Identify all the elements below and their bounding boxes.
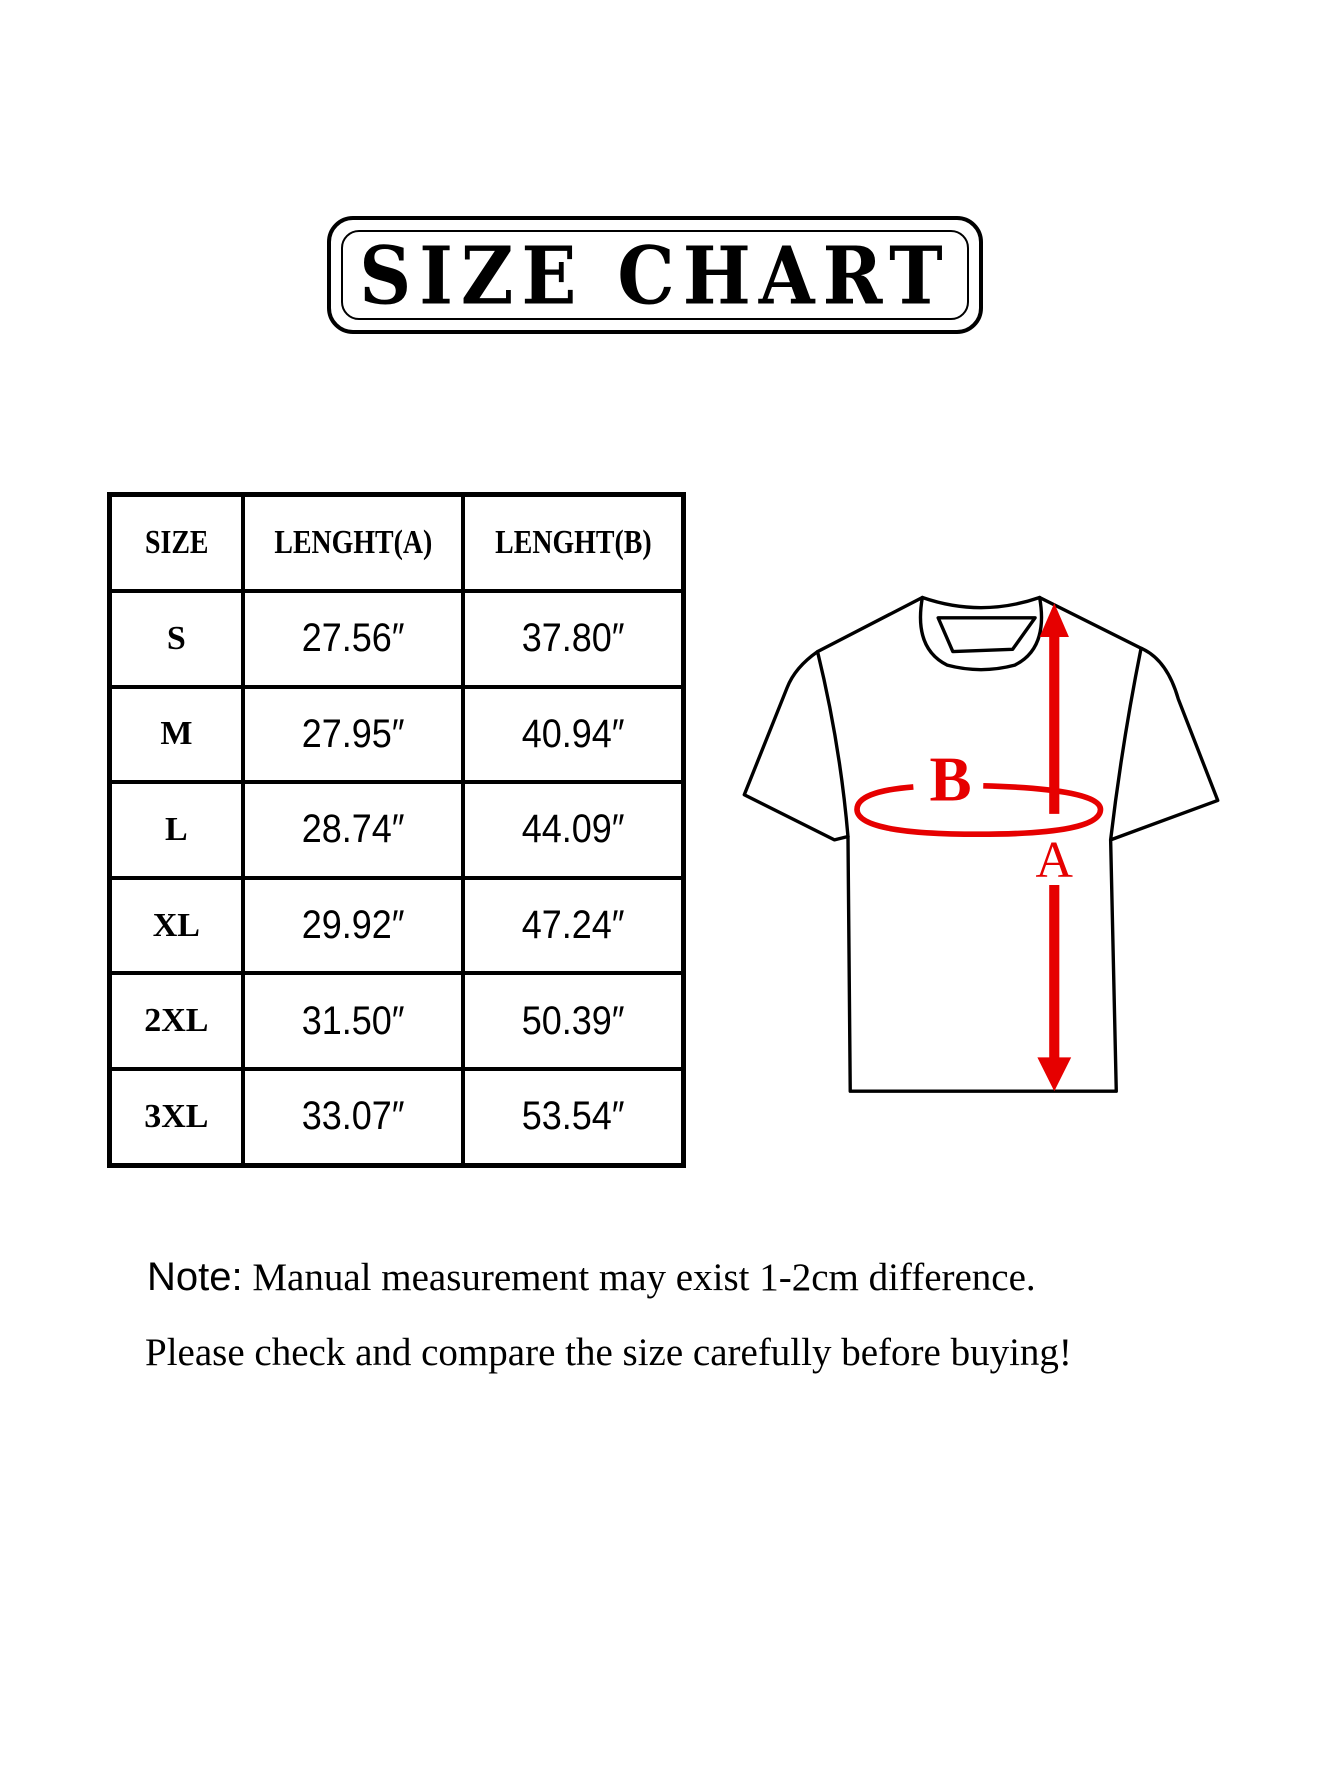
length-a-cell: 31.50″ <box>240 971 466 1071</box>
collar-outer <box>918 595 1044 672</box>
length-b-cell: 47.24″ <box>461 875 686 976</box>
note-label: Note: <box>147 1255 243 1299</box>
header-length-b-label: LENGHT(B) <box>494 524 652 561</box>
length-b-cell: 50.39″ <box>461 971 686 1071</box>
measurement-marks <box>854 603 1104 1092</box>
length-a-value: 31.50″ <box>301 998 405 1043</box>
tshirt-outline-icon <box>742 595 1220 1093</box>
length-a-value: 33.07″ <box>301 1094 405 1139</box>
label-a: A <box>1036 832 1074 889</box>
length-b-cell: 44.09″ <box>461 780 686 880</box>
length-a-value: 29.92″ <box>301 903 405 948</box>
length-a-cell: 27.95″ <box>240 684 466 785</box>
table-header-row: SIZE LENGHT(A) LENGHT(B) <box>107 492 686 593</box>
note-line-2: Please check and compare the size carefu… <box>145 1331 1072 1374</box>
length-a-cell: 27.56″ <box>240 589 466 689</box>
length-b-value: 53.54″ <box>521 1094 625 1139</box>
header-size-label: SIZE <box>144 524 209 561</box>
note-text: Manual measurement may exist 1-2cm diffe… <box>252 1256 1036 1299</box>
size-cell: 2XL <box>107 971 245 1071</box>
title-banner: SIZE CHART <box>327 216 983 334</box>
label-b: B <box>930 744 972 814</box>
size-cell: 3XL <box>107 1066 245 1168</box>
size-cell: L <box>107 780 245 880</box>
length-a-cell: 28.74″ <box>240 780 466 880</box>
size-table: SIZE LENGHT(A) LENGHT(B) S 27.56″ 37.80″ M… <box>107 492 686 1168</box>
table-row: L 28.74″ 44.09″ <box>107 780 686 880</box>
size-cell: XL <box>107 875 245 976</box>
page-title: SIZE CHART <box>359 228 951 322</box>
length-b-cell: 53.54″ <box>461 1066 686 1168</box>
header-length-a: LENGHT(A) <box>240 492 466 593</box>
length-a-value: 27.95″ <box>301 711 405 756</box>
table-row: 3XL 33.07″ 53.54″ <box>107 1066 686 1168</box>
table-row: M 27.95″ 40.94″ <box>107 684 686 785</box>
length-b-value: 40.94″ <box>521 711 625 756</box>
length-a-cell: 33.07″ <box>240 1066 466 1168</box>
header-length-a-label: LENGHT(A) <box>273 524 432 561</box>
arrow-down-icon <box>1037 1057 1072 1092</box>
right-sleeve-seam <box>1108 646 1143 842</box>
length-a-value: 28.74″ <box>301 807 405 852</box>
size-cell: M <box>107 684 245 785</box>
chest-ellipse-b <box>854 782 1104 838</box>
tshirt-diagram: B A <box>742 595 1220 1093</box>
size-cell: S <box>107 589 245 689</box>
length-a-value: 27.56″ <box>301 616 405 661</box>
note-line-1: Note: Manual measurement may exist 1-2cm… <box>147 1255 1036 1300</box>
length-b-cell: 40.94″ <box>461 684 686 785</box>
header-size: SIZE <box>107 492 245 593</box>
length-b-value: 50.39″ <box>521 998 625 1043</box>
length-a-cell: 29.92″ <box>240 875 466 976</box>
header-length-b: LENGHT(B) <box>461 492 686 593</box>
table-row: S 27.56″ 37.80″ <box>107 589 686 689</box>
arrow-up-icon <box>1039 603 1069 637</box>
table-row: XL 29.92″ 47.24″ <box>107 875 686 976</box>
table-row: 2XL 31.50″ 50.39″ <box>107 971 686 1071</box>
left-sleeve-seam <box>815 649 850 839</box>
length-b-value: 37.80″ <box>521 616 625 661</box>
length-b-value: 44.09″ <box>521 807 625 852</box>
length-b-cell: 37.80″ <box>461 589 686 689</box>
length-b-value: 47.24″ <box>521 903 625 948</box>
collar-inner <box>936 616 1037 654</box>
title-inner-frame: SIZE CHART <box>341 228 969 322</box>
